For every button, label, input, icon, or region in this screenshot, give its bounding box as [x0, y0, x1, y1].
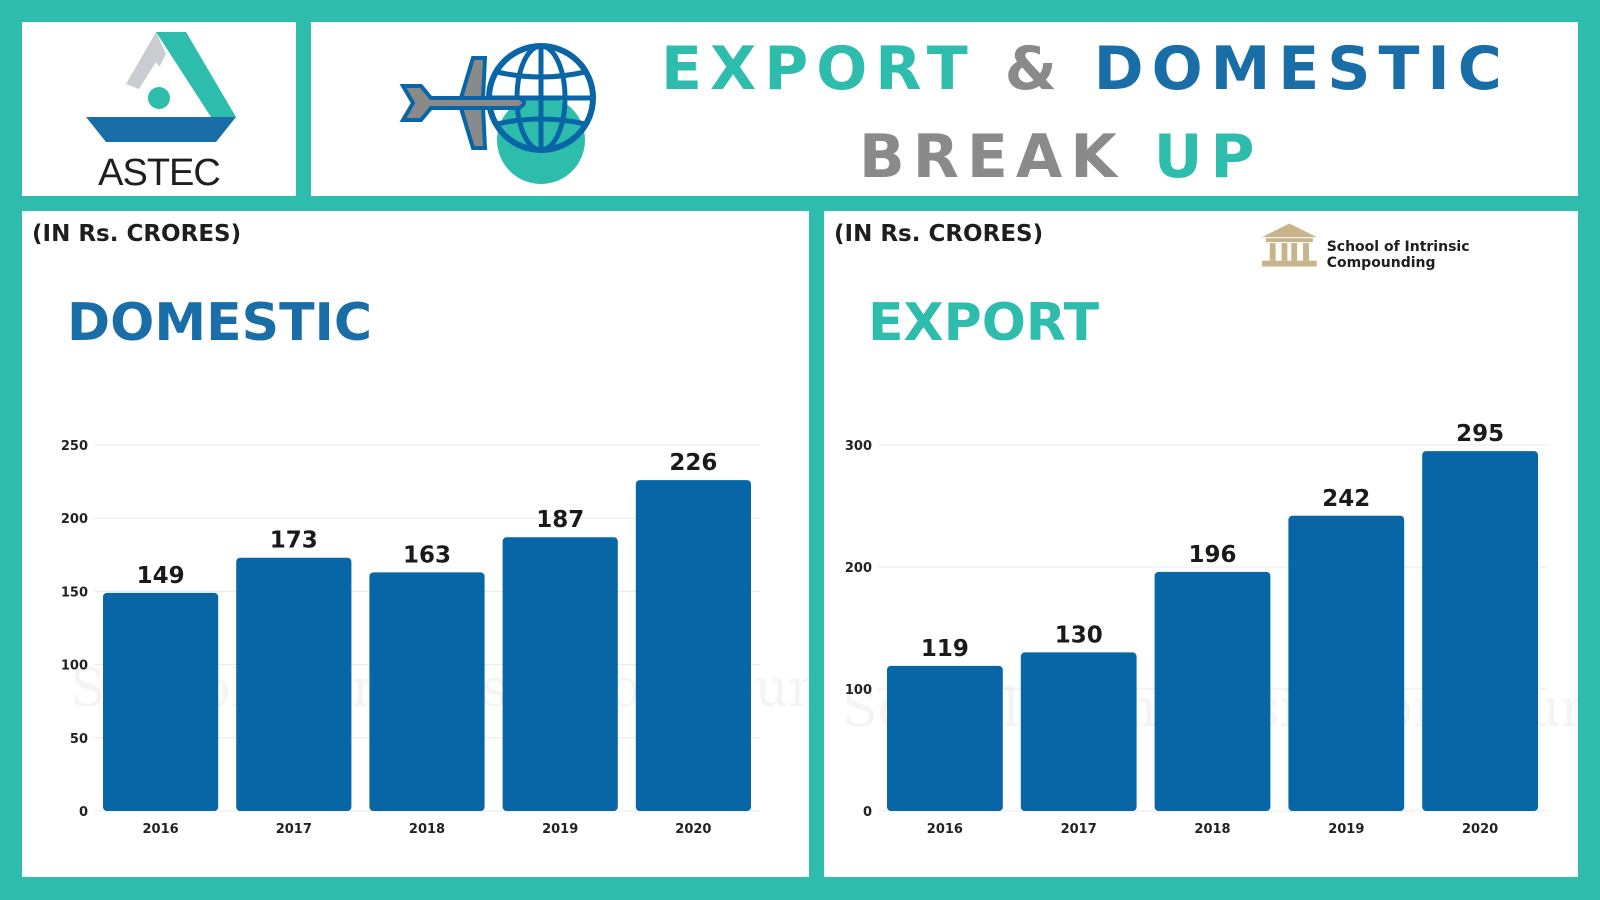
brand-text: School of Intrinsic Compounding [1326, 239, 1470, 271]
data-label: 173 [270, 528, 318, 554]
chart-title: EXPORT [868, 293, 1100, 353]
title-word-up: UP [1153, 122, 1263, 192]
bar [1288, 515, 1405, 811]
x-tick-label: 2019 [542, 822, 578, 837]
y-tick-label: 50 [70, 732, 88, 747]
data-label: 295 [1456, 421, 1504, 447]
y-tick-label: 100 [845, 683, 872, 698]
data-label: 119 [921, 636, 969, 662]
export-chart-panel: (IN Rs. CRORES) School of Intrinsic Comp… [824, 211, 1578, 877]
bar [502, 537, 618, 811]
bar [103, 592, 219, 811]
bar [887, 665, 1003, 811]
domestic-chart-panel: (IN Rs. CRORES) DOMESTIC School of Intri… [22, 211, 809, 877]
bar [369, 572, 485, 811]
bar [1020, 652, 1137, 811]
astec-logo-icon [86, 32, 236, 142]
logo-panel: ASTEC [22, 22, 296, 196]
y-tick-label: 200 [61, 512, 88, 527]
x-tick-label: 2019 [1328, 822, 1364, 837]
data-label: 226 [669, 450, 717, 476]
data-label: 130 [1055, 622, 1103, 648]
title-ampersand: & [1004, 34, 1065, 104]
y-tick-label: 0 [863, 805, 872, 820]
x-tick-label: 2016 [143, 822, 179, 837]
page-title-line2: BREAK UP [859, 122, 1262, 192]
title-panel: EXPORT & DOMESTIC BREAK UP [311, 22, 1578, 196]
data-label: 163 [403, 542, 451, 568]
x-tick-label: 2020 [1462, 822, 1498, 837]
data-label: 187 [536, 507, 584, 533]
x-tick-label: 2018 [409, 822, 445, 837]
title-word-domestic: DOMESTIC [1093, 34, 1510, 104]
plane-globe-icon [399, 43, 596, 184]
y-tick-label: 300 [845, 439, 872, 454]
brand-badge: School of Intrinsic Compounding [1258, 219, 1578, 271]
bar [1422, 451, 1538, 811]
bar [1154, 571, 1271, 811]
unit-label: (IN Rs. CRORES) [32, 221, 242, 247]
title-word-export: EXPORT [661, 34, 976, 104]
chart-title: DOMESTIC [67, 293, 373, 353]
page-title-line1: EXPORT & DOMESTIC [661, 34, 1510, 104]
logo-text: ASTEC [98, 152, 221, 194]
x-tick-label: 2017 [276, 822, 312, 837]
export-bar-chart: School of Intrinsic Compounding010020030… [842, 421, 1578, 837]
unit-label: (IN Rs. CRORES) [834, 221, 1044, 247]
bar [635, 480, 751, 811]
x-tick-label: 2017 [1061, 822, 1097, 837]
data-label: 242 [1322, 486, 1370, 512]
bar [236, 557, 352, 811]
title-word-break: BREAK [859, 122, 1125, 192]
x-tick-label: 2016 [927, 822, 963, 837]
y-tick-label: 250 [61, 439, 88, 454]
data-label: 196 [1188, 542, 1236, 568]
x-tick-label: 2018 [1194, 822, 1230, 837]
x-tick-label: 2020 [675, 822, 711, 837]
y-tick-label: 150 [61, 585, 88, 600]
domestic-bar-chart: School of Intrinsic Compounding050100150… [61, 439, 809, 837]
y-tick-label: 100 [61, 659, 88, 674]
data-label: 149 [137, 563, 185, 589]
bank-building-icon [1261, 223, 1317, 267]
y-tick-label: 0 [79, 805, 88, 820]
y-tick-label: 200 [845, 561, 872, 576]
